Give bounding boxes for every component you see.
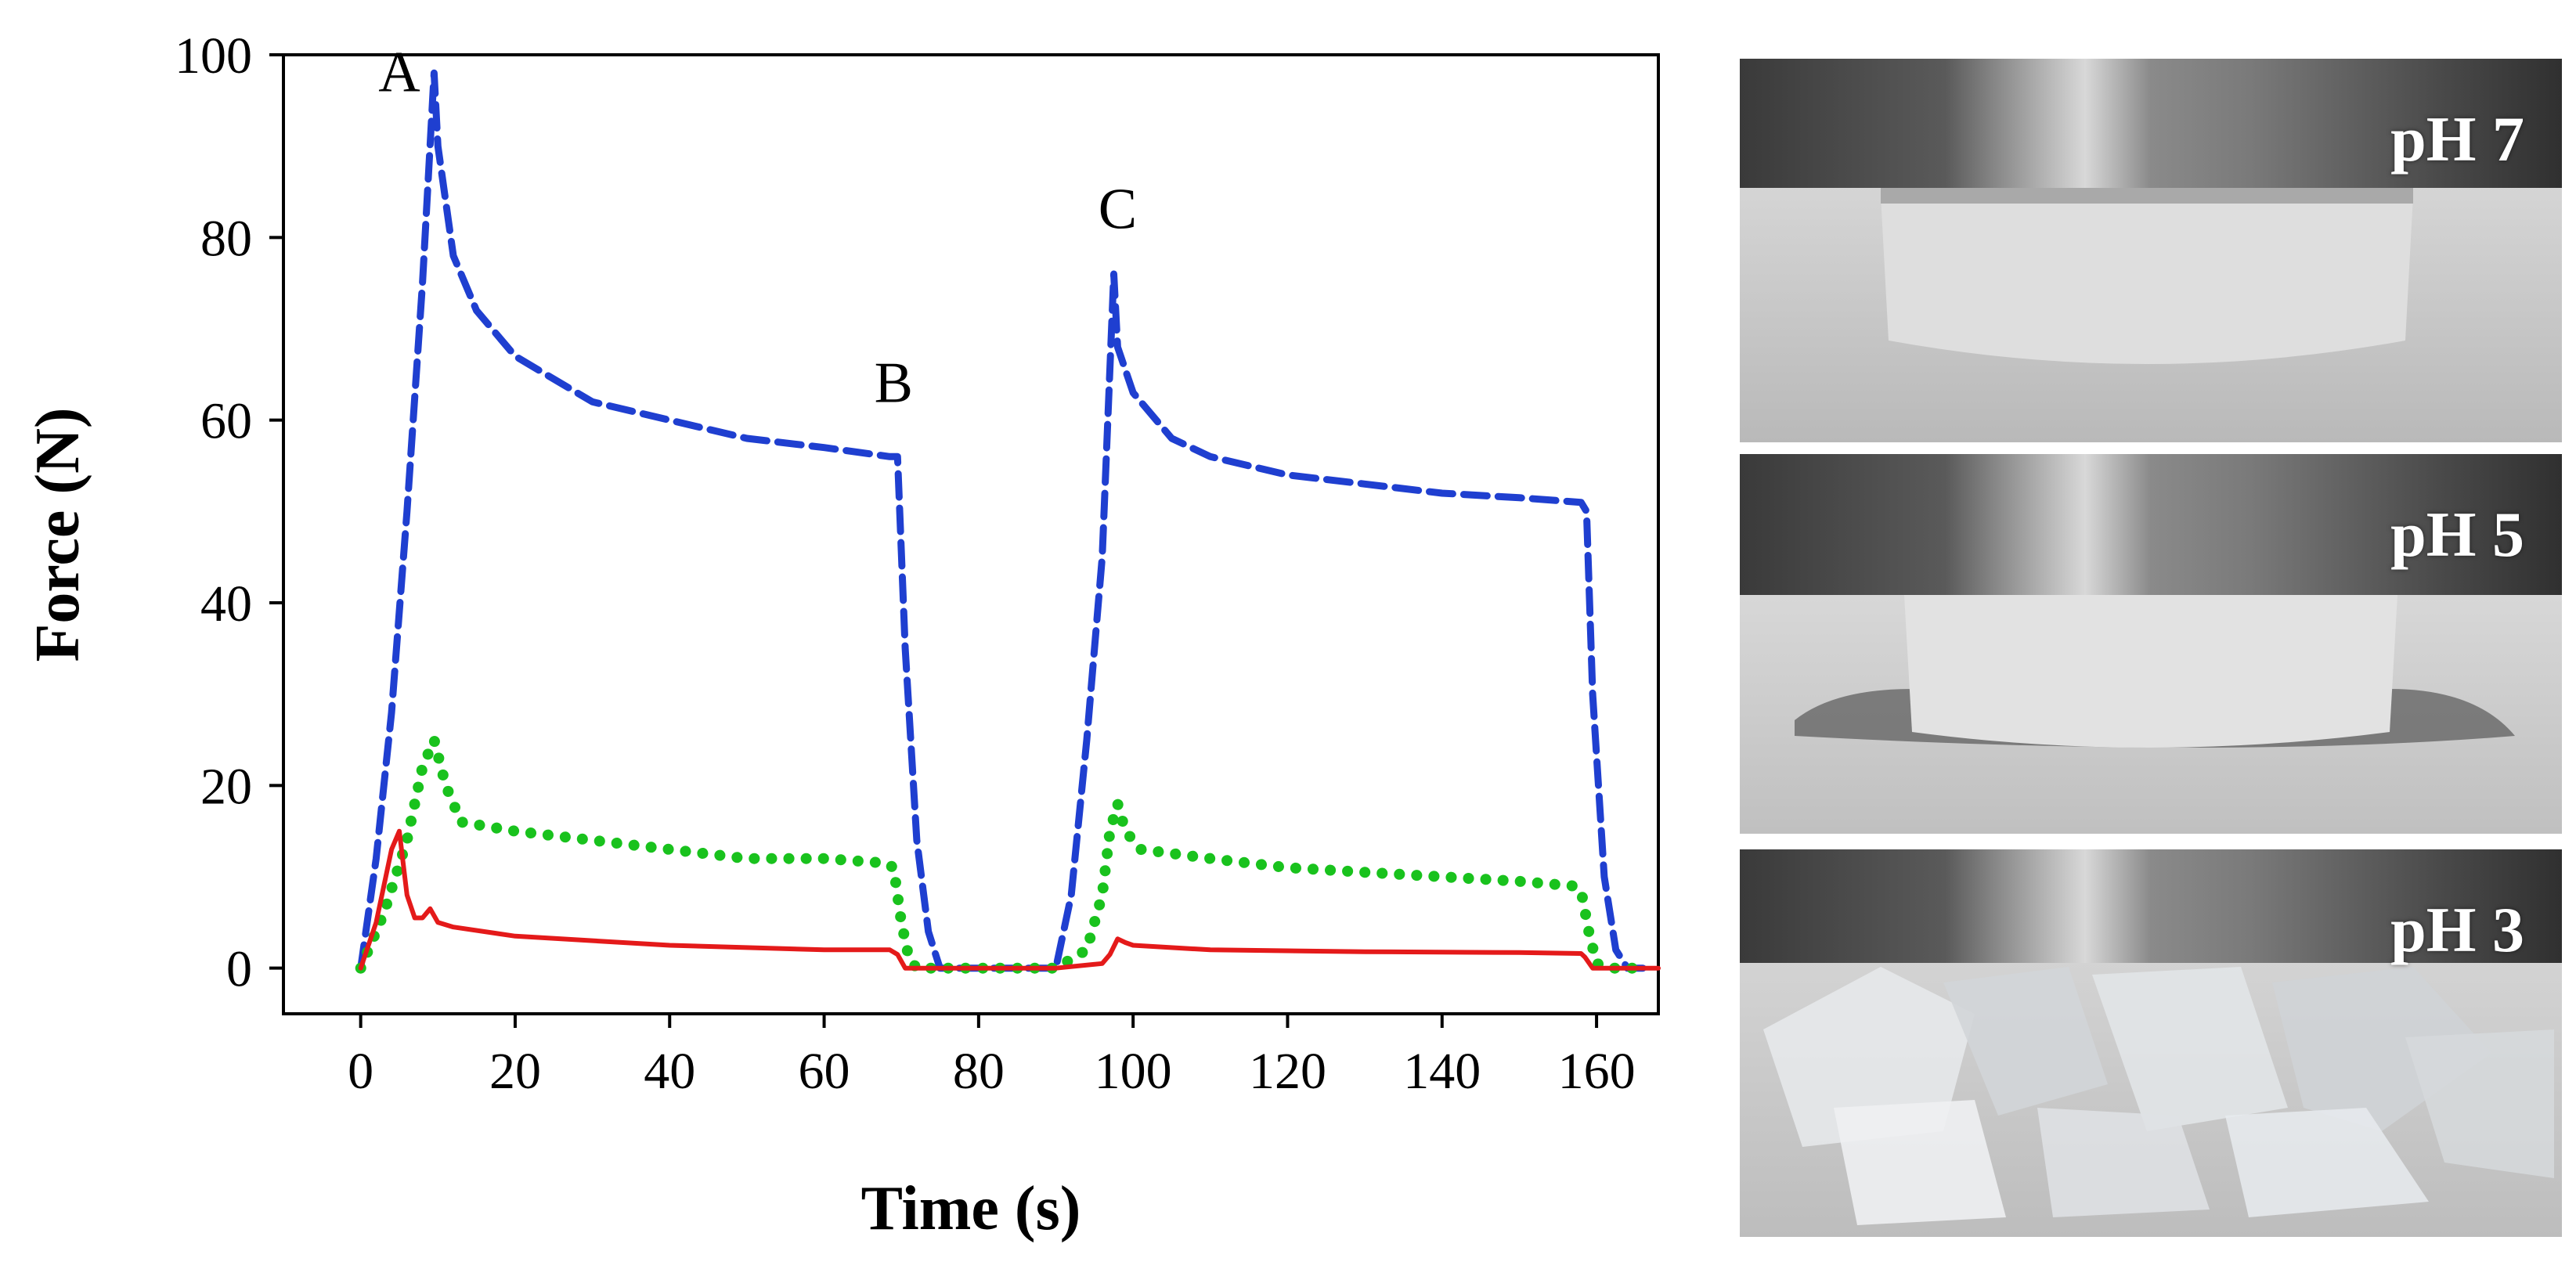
y-tick-label-40: 40: [200, 575, 252, 633]
y-tick-label-60: 60: [200, 393, 252, 450]
x-tick-label-60: 60: [799, 1043, 850, 1100]
x-tick-label-80: 80: [953, 1043, 1005, 1100]
series-line-solid: [358, 828, 1661, 971]
ph5-label: pH 5: [2390, 499, 2524, 570]
y-axis-ticks: 0 20 40 60 80 100: [175, 27, 283, 998]
force-time-chart: 0 20 40 60 80 100 120 140 160 0 20 40 60 80 100 A B C T…: [23, 27, 1661, 1243]
photo-ph5: pH 5: [1740, 454, 2562, 834]
x-axis-label: Time (s): [861, 1174, 1081, 1243]
annotations-layer: A B C: [378, 41, 1137, 416]
plot-frame: [282, 53, 1660, 1015]
x-tick-label-160: 160: [1558, 1043, 1636, 1100]
photo-ph3: pH 3: [1740, 849, 2562, 1237]
y-tick-label-20: 20: [200, 758, 252, 815]
y-axis-label: Force (N): [23, 408, 92, 662]
x-tick-label-120: 120: [1249, 1043, 1326, 1100]
y-tick-label-100: 100: [175, 27, 252, 85]
fractured-sample-ph3-image: [1740, 849, 2562, 1237]
x-tick-label-40: 40: [644, 1043, 695, 1100]
y-tick-label-0: 0: [226, 941, 252, 998]
photo-ph7: pH 7: [1740, 59, 2562, 442]
x-axis-ticks: 0 20 40 60 80 100 120 140 160: [348, 1014, 1636, 1100]
x-tick-label-0: 0: [348, 1043, 373, 1100]
ph3-label: pH 3: [2390, 894, 2524, 965]
ph7-label: pH 7: [2390, 103, 2524, 175]
series-layer: [355, 69, 1661, 974]
x-tick-label-140: 140: [1403, 1043, 1481, 1100]
compressed-sample-ph7-image: [1740, 59, 2562, 442]
x-tick-label-20: 20: [489, 1043, 541, 1100]
annotation-A: A: [378, 41, 420, 105]
annotation-C: C: [1099, 178, 1137, 242]
y-tick-label-80: 80: [200, 210, 252, 267]
compressed-sample-ph5-image: [1740, 454, 2562, 834]
annotation-B: B: [875, 351, 913, 415]
x-tick-label-100: 100: [1095, 1043, 1172, 1100]
series-line-dotted: [355, 734, 1641, 974]
